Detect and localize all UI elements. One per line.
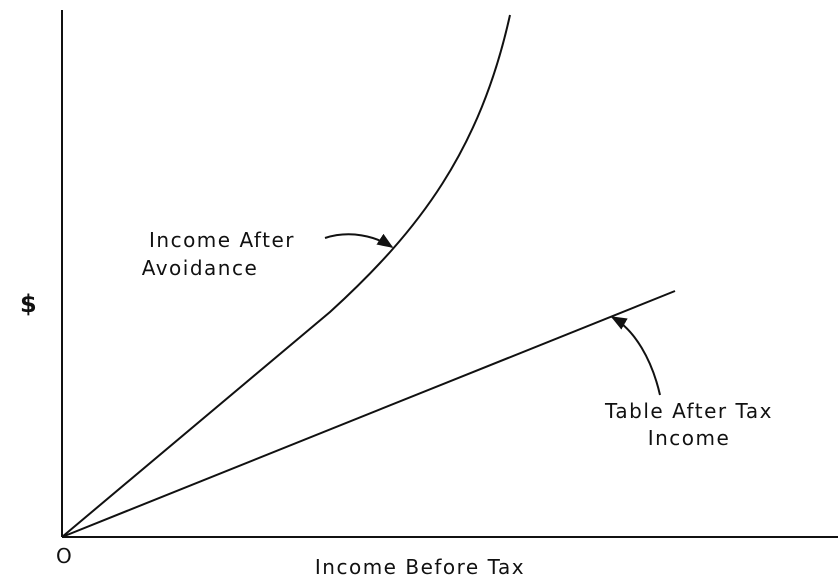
curve-label: Avoidance bbox=[142, 256, 259, 280]
avoidance-curve bbox=[61, 14, 511, 538]
curve-label: Table After Tax bbox=[604, 399, 773, 423]
origin-label: O bbox=[56, 544, 73, 568]
after-tax-line bbox=[61, 290, 676, 538]
curve-label: Income After bbox=[149, 228, 295, 252]
after-tax-arrow bbox=[610, 316, 661, 396]
avoidance-arrow bbox=[324, 233, 394, 248]
x-axis-label: Income Before Tax bbox=[315, 555, 525, 579]
curve-label: Income bbox=[648, 426, 731, 450]
y-axis-label: $ bbox=[20, 290, 38, 318]
